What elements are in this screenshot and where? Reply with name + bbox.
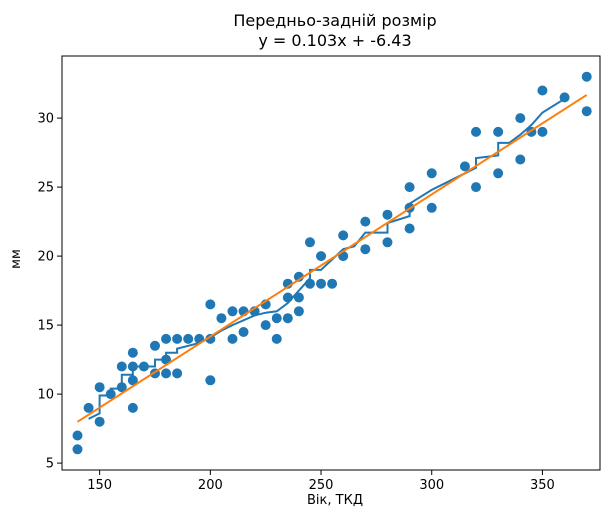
data-point <box>537 126 548 137</box>
data-point <box>161 368 172 379</box>
moving-average-line <box>88 97 566 420</box>
data-point <box>360 244 371 255</box>
data-point <box>382 209 393 220</box>
data-point <box>537 85 548 96</box>
x-axis-ticks: 150 200 250 300 350 <box>87 470 555 493</box>
data-point <box>227 333 238 344</box>
data-point <box>172 368 183 379</box>
data-point <box>426 202 437 213</box>
data-point <box>293 271 304 282</box>
data-point <box>271 333 282 344</box>
data-point <box>327 278 338 289</box>
data-marks <box>72 71 592 455</box>
data-point <box>404 223 415 234</box>
data-point <box>238 327 249 337</box>
data-point <box>382 237 393 248</box>
x-tick-label: 150 <box>87 478 112 493</box>
data-point <box>293 292 304 303</box>
data-point <box>459 161 470 172</box>
data-point <box>493 126 504 137</box>
data-point <box>72 430 83 441</box>
data-point <box>316 278 327 289</box>
axes-frame <box>61 55 601 471</box>
data-point <box>127 375 138 386</box>
data-point <box>94 382 105 393</box>
data-point <box>304 237 315 248</box>
y-tick-label: 15 <box>37 319 54 334</box>
plot-area: 150 200 250 300 350 5 10 15 20 25 30 <box>37 55 601 493</box>
x-axis-label: Вік, ТКД <box>307 493 363 508</box>
x-tick-label: 300 <box>419 478 444 493</box>
data-point <box>581 106 592 117</box>
y-tick-label: 25 <box>37 181 54 196</box>
data-point <box>493 168 504 179</box>
data-point <box>260 320 271 331</box>
data-point <box>227 306 238 317</box>
data-point <box>271 313 282 324</box>
data-point <box>216 313 227 324</box>
data-point <box>205 375 216 386</box>
y-tick-label: 5 <box>46 457 54 472</box>
x-tick-label: 250 <box>309 478 334 493</box>
data-point <box>304 278 315 289</box>
data-point <box>172 333 183 344</box>
data-point <box>116 361 127 372</box>
data-point <box>515 113 526 124</box>
data-point <box>471 182 482 193</box>
chart-title: Передньо-задній розмір <box>233 11 436 30</box>
data-point <box>149 340 160 351</box>
data-point <box>293 306 304 317</box>
y-tick-label: 30 <box>37 112 54 127</box>
data-point <box>404 182 415 193</box>
data-point <box>161 333 172 344</box>
data-point <box>127 347 138 358</box>
x-tick-label: 350 <box>530 478 555 493</box>
data-point <box>471 126 482 137</box>
y-axis-ticks: 5 10 15 20 25 30 <box>37 112 62 472</box>
regression-line <box>76 94 588 423</box>
data-point <box>360 216 371 227</box>
data-point <box>83 402 94 413</box>
y-axis-label: мм <box>9 249 24 269</box>
data-point <box>127 402 138 413</box>
data-point <box>282 292 293 303</box>
data-point <box>94 416 105 427</box>
data-point <box>515 154 526 165</box>
y-tick-label: 10 <box>37 388 54 403</box>
data-point <box>316 251 327 262</box>
data-point <box>581 71 592 82</box>
data-point <box>426 168 437 179</box>
data-point <box>205 299 216 310</box>
data-point <box>183 333 194 344</box>
data-point <box>282 313 293 324</box>
y-tick-label: 20 <box>37 250 54 265</box>
data-point <box>72 444 83 455</box>
chart-subtitle: y = 0.103x + -6.43 <box>258 31 411 50</box>
data-point <box>338 230 349 241</box>
x-tick-label: 200 <box>198 478 223 493</box>
